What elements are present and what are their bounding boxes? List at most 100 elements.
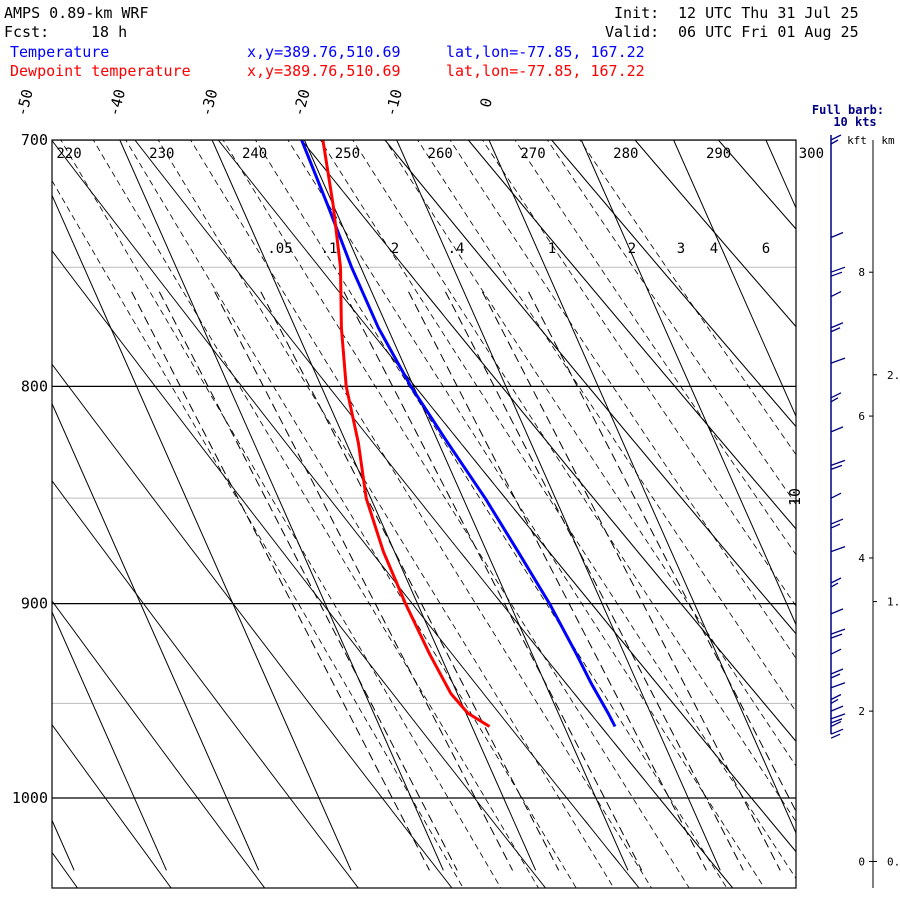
dry-adiabat-line xyxy=(52,851,79,888)
wind-barb xyxy=(830,134,842,145)
plot-frame xyxy=(51,139,797,889)
isotherm-line xyxy=(580,140,796,626)
mixing-ratio-label: 2 xyxy=(391,241,399,257)
theta-label: 230 xyxy=(149,146,174,162)
moist-adiabat-line xyxy=(254,140,728,888)
wind-barb xyxy=(830,668,844,679)
dry-adiabat-line xyxy=(217,140,796,853)
mixing-ratio-label: .1 xyxy=(321,241,338,257)
wind-barb xyxy=(830,357,846,364)
moist-adiabat-line xyxy=(579,140,796,456)
mixing-ratio-line xyxy=(528,291,796,813)
mixing-ratio-label: 1 xyxy=(548,241,556,257)
wind-barb xyxy=(830,266,846,277)
wind-barb xyxy=(830,290,842,298)
valid-label: Valid: xyxy=(605,23,660,41)
theta-label: 300 xyxy=(799,146,824,162)
moist-adiabat-line xyxy=(60,140,502,888)
km-tick-label: 1. xyxy=(887,596,900,609)
mixing-ratio-label: 6 xyxy=(762,241,770,257)
barb-scale-line2: 10 kts xyxy=(833,115,876,129)
moist-adiabat-line xyxy=(417,140,796,713)
isotherm-line xyxy=(52,194,352,871)
dry-adiabat-line xyxy=(52,600,266,888)
legend-temperature-xy: x,y=389.76,510.69 xyxy=(247,43,401,61)
isotherm-line xyxy=(211,140,537,871)
isotherm-line xyxy=(396,140,721,871)
legend-temperature-label: Temperature xyxy=(10,43,110,61)
moist-adiabat-line xyxy=(287,140,765,888)
theta-label: 270 xyxy=(520,146,545,162)
moist-adiabat-line xyxy=(482,140,796,607)
moist-adiabat-line xyxy=(92,140,539,888)
kft-axis-label: kft xyxy=(847,134,867,147)
legend-dewpoint-xy: x,y=389.76,510.69 xyxy=(247,62,401,80)
wind-barb xyxy=(830,322,844,333)
moist-adiabat-line xyxy=(319,140,796,880)
dry-adiabat-line xyxy=(467,140,796,530)
wind-barb xyxy=(830,713,846,724)
legend-temperature-latlon: lat,lon=-77.85, 167.22 xyxy=(446,43,645,61)
pressure-tick-label: 900 xyxy=(21,595,48,613)
temperature-tick-label: -50 xyxy=(12,87,36,118)
isotherm-line xyxy=(52,819,75,871)
temperature-tick-label: -10 xyxy=(382,87,406,118)
init-label: Init: xyxy=(614,4,660,22)
dry-adiabat-line xyxy=(52,363,453,888)
mixing-ratio-line xyxy=(445,291,744,871)
theta-label: 290 xyxy=(706,146,731,162)
moist-adiabat-label: 10 xyxy=(786,488,804,506)
dry-adiabat-line xyxy=(52,723,172,888)
init-time: 12 UTC Thu 31 Jul 25 xyxy=(678,4,859,22)
isotherm-line xyxy=(858,140,900,870)
moist-adiabat-line xyxy=(514,140,796,556)
wind-barb xyxy=(830,608,844,615)
moist-adiabat-line xyxy=(157,140,615,888)
isotherm-line xyxy=(119,140,444,871)
theta-label: 240 xyxy=(242,146,267,162)
wind-barb xyxy=(830,720,842,728)
forecast-label: Fcst: xyxy=(4,23,50,41)
dry-adiabat-line xyxy=(52,479,359,888)
wind-barb xyxy=(830,426,844,433)
pressure-tick-label: 800 xyxy=(21,377,48,395)
forecast-hour: 18 h xyxy=(91,23,128,41)
mixing-ratio-line xyxy=(131,291,430,871)
valid-time: 06 UTC Fri 01 Aug 25 xyxy=(678,23,859,41)
temperature-tick-label: -30 xyxy=(197,87,221,118)
isotherm-line xyxy=(673,140,796,418)
wind-barb xyxy=(830,628,846,639)
wind-barb xyxy=(830,728,844,739)
mixing-ratio-label: 2 xyxy=(628,241,636,257)
theta-label: 250 xyxy=(335,146,360,162)
temperature-trace xyxy=(300,140,617,728)
wind-barb xyxy=(830,231,844,239)
chart-frame-layer xyxy=(51,139,797,889)
kft-tick-label: 4 xyxy=(858,552,865,565)
dry-adiabat-line xyxy=(384,140,796,635)
kft-tick-label: 0 xyxy=(858,855,865,868)
wind-barb xyxy=(830,392,842,403)
theta-label: 220 xyxy=(56,146,81,162)
dry-adiabat-line xyxy=(717,140,796,230)
isotherm-line xyxy=(52,610,167,871)
mixing-ratio-line xyxy=(343,291,643,871)
pressure-tick-label: 700 xyxy=(21,131,48,149)
km-tick-label: 0. xyxy=(887,855,900,868)
mixing-ratio-label: .05 xyxy=(267,241,292,257)
moist-adiabat-line xyxy=(222,140,690,888)
wind-barb xyxy=(830,577,842,588)
mixing-ratio-line xyxy=(481,291,781,871)
theta-label: 280 xyxy=(613,146,638,162)
wind-barb xyxy=(830,518,844,529)
dry-adiabat-line xyxy=(300,140,796,743)
wind-panel: Full barb:10 kts kft km 8 6 4 2 0 2. 1. 0. xyxy=(812,103,900,888)
theta-label: 260 xyxy=(428,146,453,162)
wind-barb xyxy=(830,693,842,705)
isotherm-line xyxy=(488,140,796,835)
dry-adiabat-line xyxy=(634,140,796,328)
dewpoint-trace xyxy=(321,140,491,728)
chart-lines-layer xyxy=(52,140,900,888)
moist-adiabat-line xyxy=(190,140,652,888)
